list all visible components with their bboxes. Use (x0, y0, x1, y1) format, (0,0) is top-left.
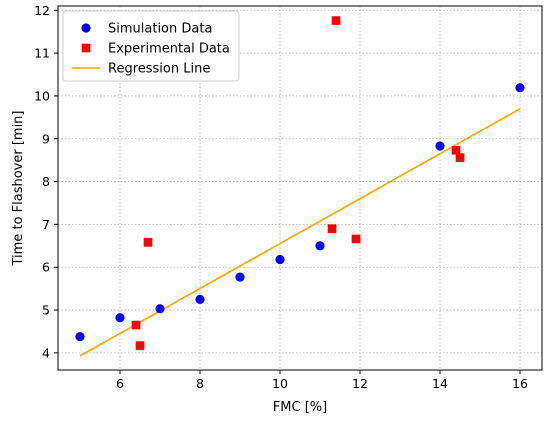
y-tick-label: 7 (42, 217, 50, 232)
simulation-point (315, 241, 325, 251)
regression-line-layer (79, 108, 521, 357)
y-axis-label: Time to Flashover [min] (11, 111, 26, 267)
y-tick-label: 10 (34, 88, 50, 103)
simulation-point (275, 254, 285, 265)
data-points-layer (75, 16, 525, 350)
legend-box (62, 10, 240, 82)
y-tick-label: 5 (42, 303, 50, 318)
legend: Simulation Data Experimental Data Regressi… (62, 10, 240, 82)
regression-line (79, 108, 521, 357)
x-tick-label: 10 (272, 376, 288, 391)
legend-label: Regression Line (108, 62, 210, 77)
x-tick-label: 16 (512, 376, 528, 391)
x-tick-label: 14 (432, 376, 448, 391)
experimental-point (143, 238, 153, 247)
y-tick-label: 6 (42, 260, 50, 275)
simulation-point (155, 304, 165, 314)
legend-entry: Regression Line (72, 62, 210, 77)
x-tick-label: 6 (116, 376, 124, 391)
y-tick-label: 4 (42, 345, 50, 360)
y-tick-label: 12 (34, 3, 50, 18)
y-tick-label: 8 (42, 174, 50, 189)
simulation-point (435, 141, 445, 151)
y-tick-label: 11 (34, 46, 50, 61)
experimental-point (331, 16, 341, 25)
experimental-point (455, 153, 465, 162)
legend-entry: Simulation Data (81, 22, 212, 37)
experimental-point (351, 234, 361, 244)
plot-frame (57, 5, 543, 371)
y-tick-label: 9 (42, 131, 50, 146)
experimental-point (131, 320, 141, 330)
experimental-point (451, 146, 461, 155)
legend-entry: Experimental Data (81, 42, 230, 57)
simulation-point (235, 272, 245, 282)
experimental-point (327, 224, 337, 233)
experimental-point (135, 341, 145, 350)
x-axis-label: FMC [%] (273, 400, 327, 415)
legend-label: Simulation Data (108, 22, 212, 37)
legend-label: Experimental Data (108, 42, 230, 57)
legend-marker-circle (81, 23, 91, 33)
simulation-point (75, 331, 85, 342)
axis-ticks: 6 8 10 12 14 16 4 5 6 7 8 9 10 11 12 (34, 3, 528, 391)
x-tick-label: 8 (196, 376, 204, 391)
legend-marker-square (81, 43, 91, 53)
simulation-point (195, 294, 205, 304)
x-tick-label: 12 (352, 376, 368, 391)
simulation-point (515, 83, 525, 93)
simulation-point (115, 313, 125, 323)
